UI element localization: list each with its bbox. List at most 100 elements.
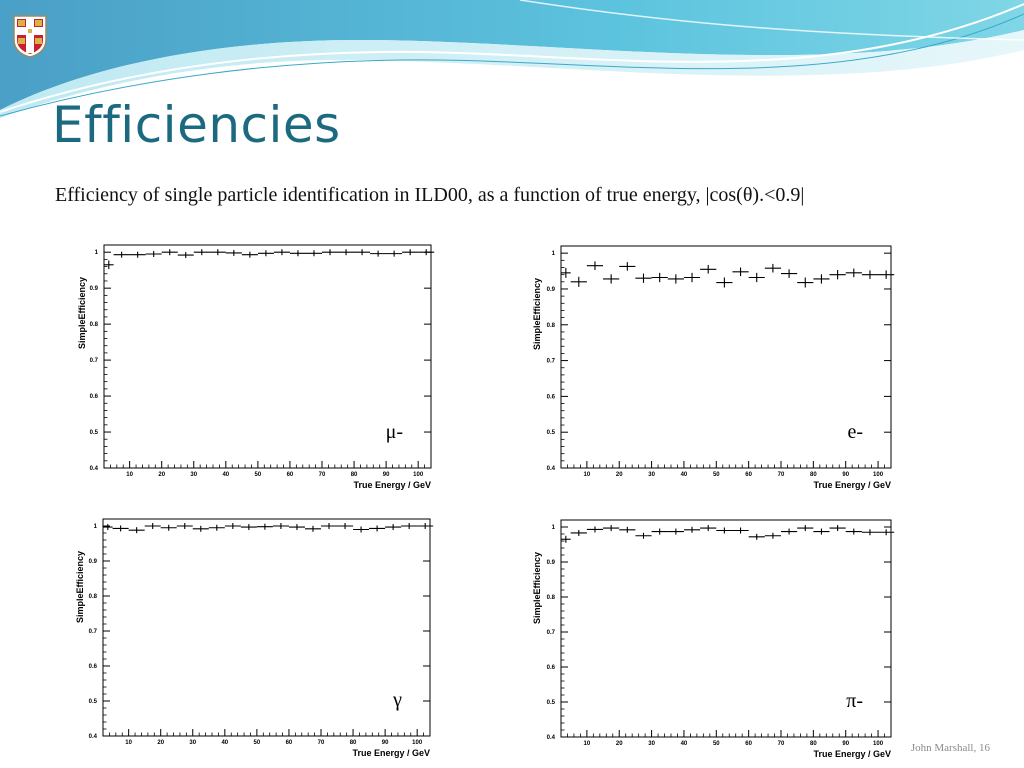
x-tick-label: 90 — [383, 472, 390, 478]
y-tick-label: 0.4 — [547, 466, 556, 472]
y-tick-label: 1 — [95, 250, 99, 256]
plot-frame — [560, 519, 892, 738]
data-point — [797, 525, 814, 532]
data-point — [603, 525, 620, 532]
y-tick-label: 0.4 — [547, 735, 556, 741]
y-tick-label: 0.5 — [547, 430, 556, 436]
y-tick-label: 0.6 — [90, 394, 99, 400]
data-point — [417, 523, 434, 529]
data-point — [700, 525, 717, 532]
data-point — [635, 273, 652, 283]
x-tick-label: 70 — [778, 741, 785, 747]
x-tick-label: 30 — [648, 741, 655, 747]
x-tick-label: 60 — [287, 472, 294, 478]
x-tick-label: 60 — [745, 741, 752, 747]
x-tick-label: 10 — [584, 472, 591, 478]
x-tick-label: 50 — [254, 740, 261, 746]
y-tick-label: 0.5 — [90, 430, 99, 436]
x-tick-label: 80 — [351, 472, 358, 478]
x-tick-label: 10 — [584, 741, 591, 747]
x-tick-label: 20 — [616, 741, 623, 747]
data-point — [160, 524, 177, 531]
particle-label: π- — [846, 690, 863, 712]
x-tick-label: 70 — [778, 472, 785, 478]
data-point — [781, 528, 798, 535]
data-point — [561, 535, 571, 543]
data-point — [144, 523, 161, 529]
y-axis-label: SimpleEfficiency — [75, 551, 85, 623]
data-point — [208, 524, 225, 531]
data-point — [748, 272, 765, 283]
data-point — [732, 267, 749, 277]
data-point — [418, 249, 435, 256]
x-tick-label: 40 — [681, 741, 688, 747]
data-point — [748, 533, 765, 540]
data-point — [241, 251, 258, 258]
data-point — [683, 272, 701, 283]
data-point — [370, 250, 387, 257]
y-axis-label: SimpleEfficiency — [532, 552, 542, 624]
data-point — [561, 267, 571, 278]
data-point — [337, 523, 354, 529]
data-point — [305, 250, 322, 257]
data-point — [586, 261, 604, 270]
data-point — [113, 251, 130, 258]
data-point — [878, 529, 895, 536]
y-tick-label: 0.8 — [90, 322, 99, 328]
x-tick-label: 80 — [810, 472, 817, 478]
data-point — [104, 260, 114, 270]
y-tick-label: 1 — [552, 251, 556, 257]
plot-frame — [102, 518, 431, 737]
data-point — [256, 523, 273, 530]
data-point — [764, 263, 781, 273]
data-point — [732, 527, 749, 534]
x-tick-label: 80 — [810, 741, 817, 747]
data-point — [386, 250, 403, 257]
data-point — [651, 528, 668, 535]
y-tick-label: 1 — [552, 525, 556, 531]
data-point — [683, 526, 701, 533]
x-tick-label: 10 — [125, 740, 132, 746]
x-tick-label: 50 — [713, 472, 720, 478]
y-tick-label: 0.5 — [89, 699, 98, 705]
x-tick-label: 30 — [189, 740, 196, 746]
x-tick-label: 40 — [222, 472, 229, 478]
data-point — [209, 249, 226, 256]
y-tick-label: 0.9 — [89, 559, 98, 565]
data-point — [369, 525, 386, 532]
data-point — [651, 272, 668, 283]
data-point — [667, 274, 684, 284]
data-point — [225, 249, 242, 256]
data-point — [338, 249, 355, 256]
y-tick-label: 0.7 — [547, 359, 556, 365]
data-point — [401, 523, 418, 529]
x-axis-label: True Energy / GeV — [352, 748, 430, 758]
x-tick-label: 40 — [221, 740, 228, 746]
x-tick-label: 90 — [842, 472, 849, 478]
y-axis-label: SimpleEfficiency — [77, 277, 87, 349]
data-point — [272, 523, 289, 529]
data-point — [586, 526, 604, 533]
data-point — [813, 274, 830, 284]
data-point — [570, 276, 587, 287]
data-point — [257, 250, 274, 257]
y-tick-label: 0.8 — [89, 594, 98, 600]
x-tick-label: 20 — [157, 740, 164, 746]
particle-label: e- — [847, 421, 863, 443]
efficiency-plot-photon: 0.4 0.5 0.6 0.7 0.8 0.9 1 10 20 30 40 50 60 70 80 90 100… — [72, 512, 434, 760]
data-point — [878, 270, 895, 279]
x-tick-label: 50 — [255, 472, 262, 478]
x-axis-label: True Energy / GeV — [813, 749, 891, 759]
data-point — [354, 249, 371, 256]
page-subtitle: Efficiency of single particle identifica… — [55, 184, 805, 206]
data-point — [353, 526, 370, 533]
y-tick-label: 0.9 — [547, 560, 556, 566]
data-point — [103, 524, 113, 531]
data-point — [716, 527, 733, 534]
y-axis-label: SimpleEfficiency — [532, 278, 542, 350]
efficiency-plot-pion: 0.4 0.5 0.6 0.7 0.8 0.9 1 10 20 30 40 50 60 70 80 90 100… — [529, 512, 895, 760]
y-tick-label: 0.5 — [547, 700, 556, 706]
x-tick-label: 40 — [681, 472, 688, 478]
plot-frame — [103, 244, 432, 469]
x-axis-label: True Energy / GeV — [813, 480, 891, 490]
